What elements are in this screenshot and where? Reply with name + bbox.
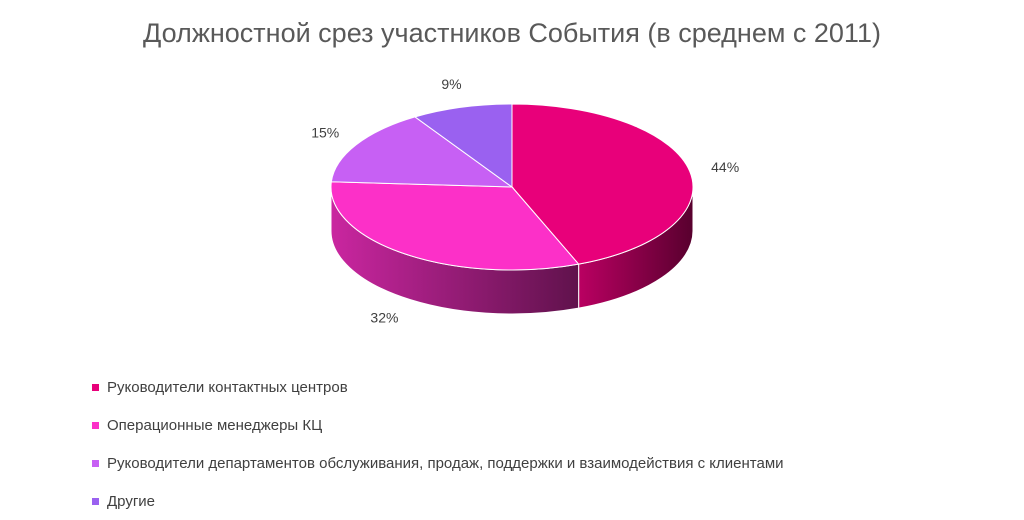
legend-swatch [92,383,99,391]
chart-legend: Руководители контактных центров Операцио… [92,368,784,520]
legend-label: Руководители департаментов обслуживания,… [107,454,784,472]
legend-swatch [92,497,99,505]
data-label: 15% [311,125,339,141]
legend-label: Операционные менеджеры КЦ [107,416,323,434]
pie-chart: 44% 32% 15% 9% [311,76,739,326]
chart-title: Должностной срез участников События (в с… [143,18,881,48]
legend-item: Руководители департаментов обслуживания,… [92,444,784,482]
data-label: 32% [370,310,398,326]
pie-slice [330,181,580,271]
pie-slice [413,103,513,188]
pie-slice [330,116,514,188]
legend-item: Другие [92,482,784,520]
data-label: 9% [441,76,461,92]
legend-swatch [92,421,99,429]
legend-item: Операционные менеджеры КЦ [92,406,784,444]
legend-swatch [92,459,99,467]
legend-label: Другие [107,492,156,510]
pie-slice [511,103,694,265]
legend-label: Руководители контактных центров [107,378,348,396]
data-label: 44% [711,159,739,175]
legend-item: Руководители контактных центров [92,368,784,406]
